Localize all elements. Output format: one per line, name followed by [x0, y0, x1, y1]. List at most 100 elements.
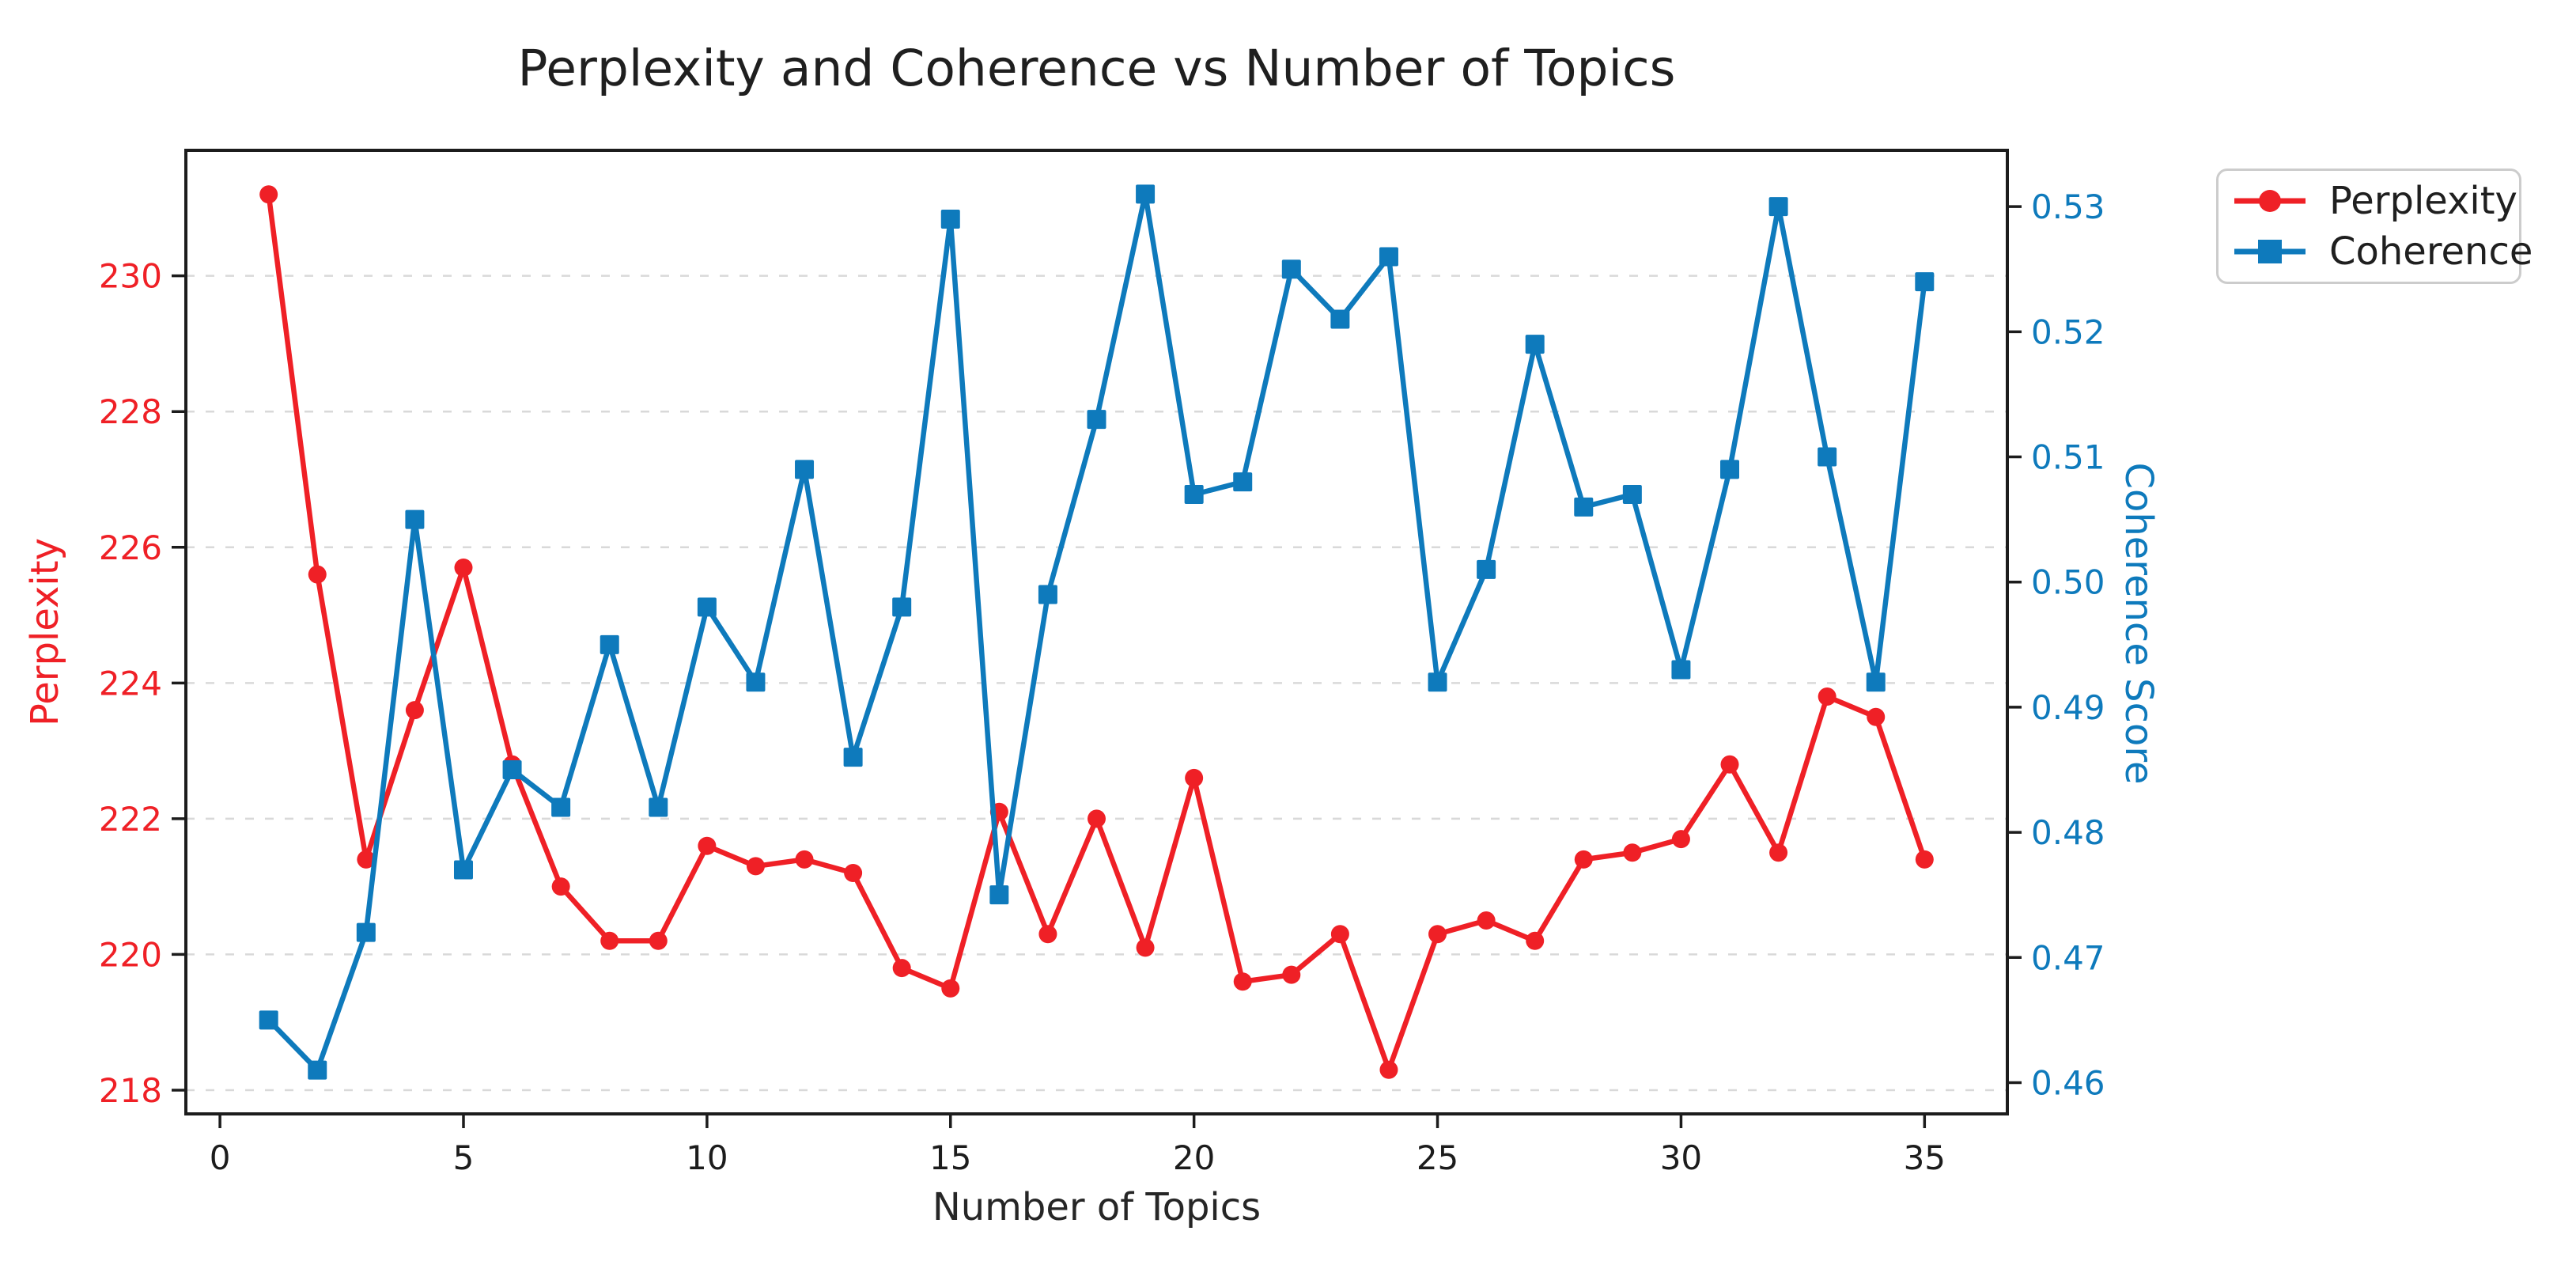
coherence-marker [892, 597, 912, 617]
perplexity-marker [308, 565, 327, 584]
perplexity-marker [1818, 687, 1836, 706]
y-axis-label-left: Perplexity [23, 538, 67, 726]
perplexity-marker [1330, 925, 1349, 944]
perplexity-marker [649, 931, 668, 950]
coherence-marker [1428, 672, 1447, 692]
perplexity-marker [1233, 972, 1252, 991]
perplexity-marker [1720, 755, 1739, 774]
coherence-line [266, 191, 1927, 1073]
coherence-marker [940, 210, 960, 229]
coherence-marker [405, 509, 425, 529]
y-left-tick-label: 230 [99, 257, 162, 296]
plot-border [184, 149, 2009, 1115]
perplexity-marker [746, 857, 765, 876]
perplexity-marker [1769, 843, 1788, 862]
coherence-marker [600, 634, 619, 654]
coherence-marker [1233, 472, 1253, 492]
coherence-marker [1622, 485, 1642, 504]
perplexity-line [266, 191, 1927, 1073]
legend-item-coherence: Coherence [2233, 233, 2532, 271]
coherence-marker [649, 797, 668, 817]
x-tick-label: 30 [1660, 1138, 1702, 1177]
perplexity-marker [454, 559, 473, 578]
coherence-marker [1330, 309, 1350, 329]
y-left-tick-label: 228 [99, 392, 162, 431]
coherence-marker [1768, 197, 1788, 217]
series [259, 184, 1935, 1080]
coherence-marker [746, 672, 766, 692]
perplexity-marker [1526, 931, 1545, 950]
perplexity-marker [698, 836, 717, 855]
coherence-marker [1038, 585, 1057, 604]
y-left-tick-label: 222 [99, 800, 162, 839]
perplexity-marker [259, 185, 278, 204]
perplexity-marker [1428, 925, 1447, 944]
legend-label-coherence: Coherence [2329, 229, 2533, 274]
coherence-marker [1671, 660, 1691, 680]
y-right-tick-label: 0.46 [2031, 1063, 2105, 1102]
gridlines [186, 275, 2007, 1092]
coherence-marker [308, 1060, 327, 1080]
y-left-tick-label: 226 [99, 528, 162, 567]
perplexity-line-circle-icon [2234, 190, 2306, 212]
coherence-marker [1477, 559, 1496, 579]
coherence-marker [502, 760, 522, 779]
y-axis-label-right: Coherence Score [2116, 462, 2161, 785]
x-tick-label: 10 [686, 1138, 728, 1177]
x-tick-label: 35 [1904, 1138, 1946, 1177]
perplexity-marker [795, 850, 814, 869]
legend-label-perplexity: Perplexity [2329, 179, 2517, 223]
y-right-tick-label: 0.50 [2031, 563, 2105, 602]
perplexity-marker [1671, 830, 1690, 849]
coherence-marker [356, 922, 376, 942]
perplexity-marker [1282, 965, 1301, 984]
y-left-tick-label: 224 [99, 664, 162, 703]
coherence-marker [1866, 672, 1886, 692]
legend: Perplexity Coherence [2216, 169, 2532, 284]
y-left-tick-label: 218 [99, 1071, 162, 1110]
perplexity-marker [1623, 843, 1642, 862]
x-tick-label: 25 [1417, 1138, 1458, 1177]
y-right-tick-label: 0.49 [2031, 688, 2105, 727]
perplexity-marker [357, 850, 376, 869]
perplexity-marker [892, 959, 911, 978]
coherence-marker [989, 885, 1009, 905]
coherence-marker [1525, 335, 1545, 354]
x-tick-label: 5 [453, 1138, 475, 1177]
x-axis-label: Number of Topics [932, 1185, 1262, 1229]
y-right-tick-label: 0.47 [2031, 938, 2105, 977]
coherence-marker [1281, 259, 1301, 279]
chart-title: Perplexity and Coherence vs Number of To… [517, 40, 1676, 97]
x-tick-label: 15 [929, 1138, 971, 1177]
perplexity-marker [1477, 911, 1496, 930]
coherence-marker [1720, 460, 1740, 479]
y-right-tick-label: 0.51 [2031, 438, 2105, 477]
perplexity-marker [1915, 850, 1934, 869]
perplexity-marker [1136, 938, 1155, 957]
legend-item-perplexity: Perplexity [2233, 182, 2517, 220]
coherence-marker [551, 797, 571, 817]
y-right-tick-label: 0.52 [2031, 312, 2105, 351]
y-right-tick-label: 0.48 [2031, 813, 2105, 852]
coherence-marker [1136, 184, 1156, 204]
x-tick-label: 0 [210, 1138, 231, 1177]
perplexity-marker [1379, 1060, 1398, 1079]
perplexity-marker [844, 864, 863, 882]
plot-spines [184, 149, 2009, 1115]
coherence-marker [1087, 410, 1106, 430]
axis-ticks-and-labels: 0 5 10 15 20 25 30 35 218 220 222 224 226 228 230 0.46 0… [99, 187, 2105, 1177]
y-left-tick-label: 220 [99, 935, 162, 974]
perplexity-marker [1088, 809, 1106, 828]
coherence-marker [259, 1010, 278, 1030]
x-tick-label: 20 [1173, 1138, 1215, 1177]
coherence-marker [795, 460, 815, 479]
coherence-marker [453, 860, 473, 880]
y-right-tick-label: 0.53 [2031, 187, 2105, 226]
perplexity-marker [600, 931, 619, 950]
coherence-line-square-icon [2234, 240, 2306, 263]
perplexity-marker [941, 979, 960, 998]
perplexity-marker [1867, 707, 1886, 726]
coherence-marker [843, 748, 863, 767]
